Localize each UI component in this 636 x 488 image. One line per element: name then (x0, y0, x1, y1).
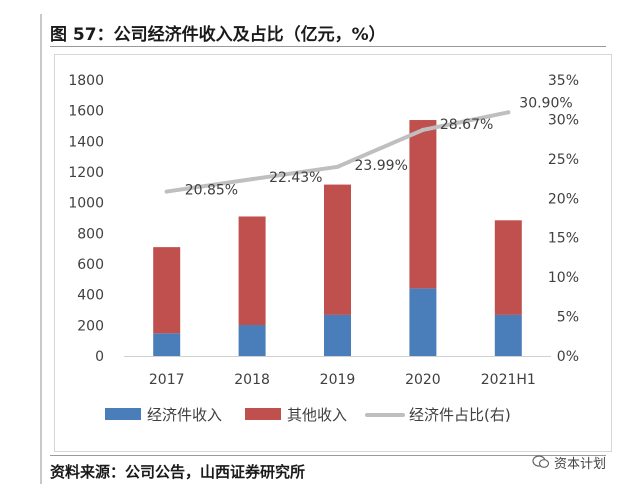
bar-economy-revenue (409, 288, 437, 356)
y-right-tick-label: 15% (548, 231, 579, 247)
legend-economy-revenue-swatch (105, 408, 141, 420)
wechat-logo-icon (532, 455, 550, 468)
y-left-tick-label: 800 (77, 226, 104, 242)
y-right-tick-label: 25% (548, 152, 579, 168)
bar-economy-revenue (324, 314, 351, 356)
legend-other-revenue-swatch (245, 408, 281, 420)
line-point (335, 164, 340, 169)
footer-divider (50, 455, 606, 456)
y-left-tick-label: 0 (95, 349, 104, 365)
y-left-tick-label: 600 (77, 257, 104, 273)
y-left-tick-label: 400 (77, 288, 104, 304)
bar-other-revenue (238, 216, 266, 326)
bar-economy-revenue (494, 314, 522, 356)
y-right-tick-label: 0% (557, 349, 579, 365)
y-right-tick-label: 35% (548, 73, 579, 89)
y-left-tick-label: 1600 (68, 104, 104, 120)
line-point (164, 189, 169, 194)
y-right-tick-label: 20% (548, 191, 579, 207)
x-tick-label: 2021H1 (481, 372, 536, 388)
y-right-tick-label: 30% (548, 112, 579, 128)
figure-title: 图 57：公司经济件收入及占比（亿元，%） (50, 25, 386, 45)
bar-other-revenue (494, 220, 522, 315)
legend-economy-ratio-label: 经济件占比(右) (409, 406, 511, 424)
bar-economy-revenue (238, 325, 266, 356)
bar-other-revenue (409, 120, 437, 289)
x-tick-label: 2017 (149, 372, 185, 388)
bar-other-revenue (324, 184, 351, 315)
chart-frame: 0 200 400 600 800 1000 1200 1400 1600 1800 0% 5% 10%… (54, 54, 612, 452)
y-left-tick-label: 1400 (68, 134, 104, 150)
ratio-data-label: 28.67% (440, 117, 493, 133)
y-left-tick-label: 1800 (68, 73, 104, 89)
watermark-text: 资本计划 (554, 456, 607, 472)
y-left-tick-label: 1000 (68, 196, 104, 212)
watermark: 资本计划 (532, 451, 632, 473)
chart-svg: 0 200 400 600 800 1000 1200 1400 1600 1800 0% 5% 10%… (68, 73, 579, 424)
legend-other-revenue-label: 其他收入 (287, 406, 347, 424)
ratio-data-label: 22.43% (269, 170, 322, 186)
line-point (250, 177, 255, 182)
ratio-data-label: 20.85% (185, 183, 238, 199)
ratio-data-label: 23.99% (355, 158, 408, 174)
legend-economy-revenue-label: 经济件收入 (147, 406, 222, 424)
line-point (420, 127, 425, 132)
ratio-data-label: 30.90% (519, 95, 572, 111)
source-note: 资料来源：公司公告，山西证券研究所 (50, 463, 306, 481)
y-right-tick-label: 5% (557, 310, 579, 326)
bar-economy-revenue (153, 333, 181, 356)
page-left-border (40, 14, 42, 484)
bar-other-revenue (153, 247, 181, 334)
y-right-tick-label: 10% (548, 270, 579, 286)
x-tick-label: 2018 (234, 372, 270, 388)
title-divider (50, 46, 606, 47)
line-point (506, 110, 511, 115)
x-tick-label: 2019 (320, 372, 356, 388)
y-left-tick-label: 200 (77, 318, 104, 334)
y-left-tick-label: 1200 (68, 165, 104, 181)
x-tick-label: 2020 (405, 372, 441, 388)
